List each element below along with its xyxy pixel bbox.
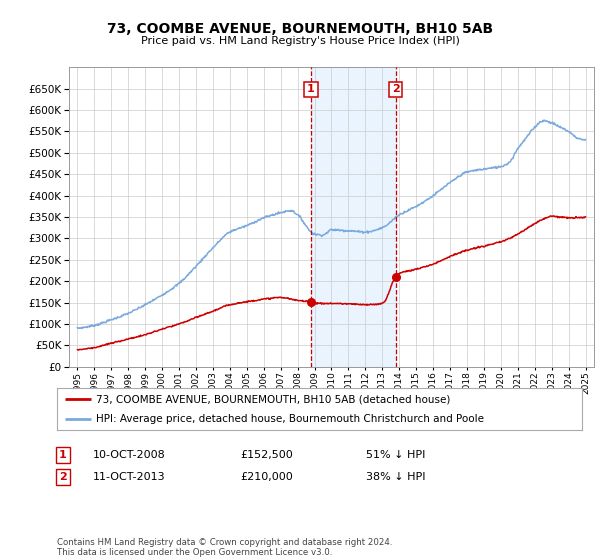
Text: 2: 2 [392, 85, 400, 95]
Text: HPI: Average price, detached house, Bournemouth Christchurch and Poole: HPI: Average price, detached house, Bour… [97, 414, 484, 424]
Text: 73, COOMBE AVENUE, BOURNEMOUTH, BH10 5AB: 73, COOMBE AVENUE, BOURNEMOUTH, BH10 5AB [107, 22, 493, 36]
Text: 51% ↓ HPI: 51% ↓ HPI [366, 450, 425, 460]
Text: 1: 1 [307, 85, 315, 95]
Text: 11-OCT-2013: 11-OCT-2013 [93, 472, 166, 482]
Text: £152,500: £152,500 [240, 450, 293, 460]
Text: Price paid vs. HM Land Registry's House Price Index (HPI): Price paid vs. HM Land Registry's House … [140, 36, 460, 46]
Text: £210,000: £210,000 [240, 472, 293, 482]
Text: 2: 2 [59, 472, 67, 482]
Text: 38% ↓ HPI: 38% ↓ HPI [366, 472, 425, 482]
Text: 73, COOMBE AVENUE, BOURNEMOUTH, BH10 5AB (detached house): 73, COOMBE AVENUE, BOURNEMOUTH, BH10 5AB… [97, 394, 451, 404]
Text: 1: 1 [59, 450, 67, 460]
Text: 10-OCT-2008: 10-OCT-2008 [93, 450, 166, 460]
Text: Contains HM Land Registry data © Crown copyright and database right 2024.
This d: Contains HM Land Registry data © Crown c… [57, 538, 392, 557]
